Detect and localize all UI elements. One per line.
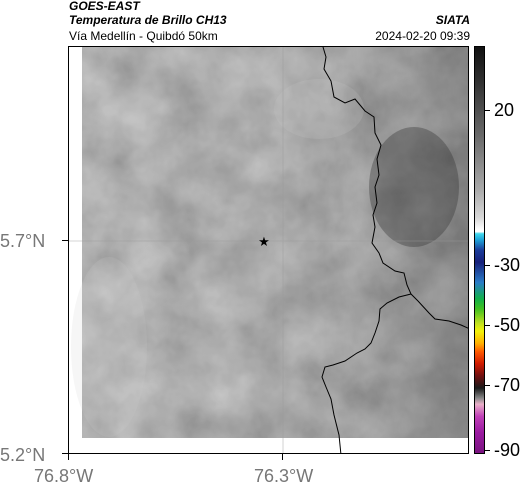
- brightness-temperature-image: [71, 47, 468, 438]
- colorbar-label: -70: [494, 375, 521, 395]
- satellite-map[interactable]: ★: [68, 46, 469, 454]
- star-icon[interactable]: ★: [258, 235, 270, 250]
- longitude-label: 76.8°W: [34, 466, 94, 486]
- department-boundary: [321, 47, 412, 453]
- colorbar-label: -50: [494, 315, 521, 335]
- route-label: Vía Medellín - Quibdó 50km: [69, 29, 218, 43]
- colorbar-tick: [485, 385, 490, 386]
- colorbar-label: 20: [494, 100, 515, 120]
- satellite-name: GOES-EAST: [69, 0, 140, 13]
- map-canvas: ★: [69, 47, 468, 453]
- river-boundary: [410, 293, 468, 329]
- colorbar-label: -30: [494, 255, 521, 275]
- graticule: [69, 47, 468, 453]
- latitude-label: 5.7°N: [0, 231, 46, 251]
- colorbar-label: -90: [494, 440, 521, 460]
- lat-tick: [62, 453, 68, 454]
- latitude-label: 5.2°N: [0, 445, 46, 465]
- colorbar-tick: [485, 325, 490, 326]
- colorbar-tick: [485, 110, 490, 111]
- lon-tick: [282, 454, 283, 460]
- colorbar-tick: [485, 265, 490, 266]
- lat-tick: [62, 240, 68, 241]
- product-title: Temperatura de Brillo CH13: [69, 13, 227, 27]
- colorbar-tick: [485, 450, 490, 451]
- colorbar: [474, 46, 485, 454]
- organization-name: SIATA: [435, 13, 470, 27]
- longitude-label: 76.3°W: [254, 466, 314, 486]
- timestamp: 2024-02-20 09:39: [375, 29, 470, 43]
- lon-tick: [68, 454, 69, 460]
